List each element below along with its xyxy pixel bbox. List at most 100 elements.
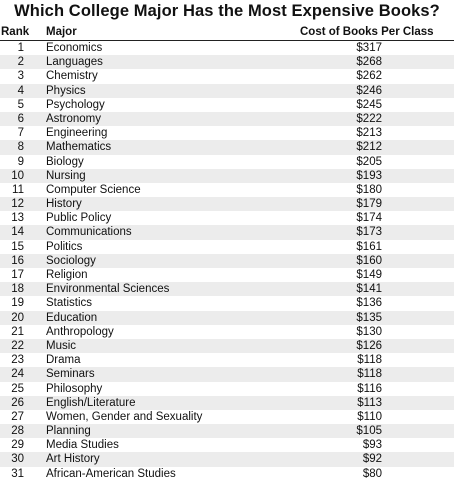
cost-cell: $92 [362,453,382,466]
major-cell: Environmental Sciences [46,283,170,296]
table-header: Rank Major Cost of Books Per Class [0,26,454,40]
rank-cell: 10 [11,169,24,182]
cost-cell: $118 [357,354,382,367]
major-cell: Politics [46,240,83,253]
rank-cell: 20 [11,311,24,324]
cost-cell: $193 [356,169,382,182]
rank-cell: 28 [11,425,24,438]
major-cell: Astronomy [46,112,101,125]
table-row: 12 History $179 [0,197,454,212]
cost-cell: $222 [356,112,382,125]
major-cell: Computer Science [46,183,141,196]
table-row: 7 Engineering $213 [0,126,454,140]
table-row: 15 Politics $161 [0,240,454,254]
rank-cell: 21 [11,325,24,338]
table-row: 28 Planning $105 [0,424,454,439]
rank-cell: 16 [11,254,24,267]
cost-cell: $93 [362,439,382,452]
major-cell: English/Literature [46,396,136,409]
table-row: 21 Anthropology $130 [0,325,454,339]
rank-cell: 2 [17,56,24,69]
table-row: 11 Computer Science $180 [0,183,454,197]
table-row: 8 Mathematics $212 [0,140,454,155]
table-row: 27 Women, Gender and Sexuality $110 [0,410,454,424]
major-cell: Art History [46,453,100,466]
rank-cell: 30 [11,453,24,466]
table-row: 23 Drama $118 [0,353,454,367]
cost-cell: $113 [357,396,382,409]
cost-cell: $161 [356,240,382,253]
cost-cell: $173 [356,226,382,239]
cost-cell: $80 [362,467,382,480]
table-row: 1 Economics $317 [0,41,454,55]
table-title: Which College Major Has the Most Expensi… [14,2,440,20]
cost-cell: $205 [356,155,382,168]
table-row: 6 Astronomy $222 [0,111,454,127]
major-cell: Philosophy [46,382,103,395]
major-cell: Psychology [46,98,105,111]
cost-cell: $126 [356,339,382,352]
cost-cell: $317 [356,42,382,54]
major-cell: Public Policy [46,212,112,225]
rank-cell: 8 [17,141,24,154]
major-cell: Communications [46,226,132,239]
major-cell: Religion [46,269,88,281]
table-row: 19 Statistics $136 [0,296,454,310]
rank-cell: 25 [11,382,24,395]
cost-cell: $135 [356,311,382,324]
cost-cell: $116 [357,382,382,395]
cost-cell: $136 [356,297,382,310]
major-cell: Mathematics [46,141,112,154]
cost-cell: $149 [356,269,382,281]
table-row: 31 African-American Studies $80 [0,467,454,481]
cost-cell: $246 [356,84,382,97]
table-body: 1 Economics $317 2 Languages $268 3 Chemistry $2… [0,41,454,481]
major-cell: Statistics [46,297,93,310]
table-row: 30 Art History $92 [0,452,454,467]
major-cell: Media Studies [46,439,119,452]
major-cell: Biology [46,155,84,168]
cost-cell: $160 [356,254,382,267]
cost-cell: $180 [356,183,382,196]
table-row: 5 Psychology $245 [0,98,454,112]
cost-cell: $245 [356,98,382,111]
header-cost: Cost of Books Per Class [300,26,434,38]
cost-cell: $130 [356,325,382,338]
major-cell: Physics [46,84,86,97]
rank-cell: 17 [11,269,24,281]
table-row: 24 Seminars $118 [0,367,454,382]
cost-cell: $118 [357,368,382,381]
rank-cell: 24 [11,368,24,381]
rank-cell: 19 [11,297,24,310]
rank-cell: 22 [11,339,24,352]
table-row: 2 Languages $268 [0,55,454,70]
table-row: 29 Media Studies $93 [0,438,454,452]
table-row: 9 Biology $205 [0,155,454,169]
rank-cell: 11 [12,183,24,196]
rank-cell: 23 [11,354,24,367]
table-row: 25 Philosophy $116 [0,382,454,396]
major-cell: Chemistry [46,70,98,83]
cost-cell: $105 [356,425,382,438]
rank-cell: 3 [17,70,24,83]
cost-cell: $268 [356,56,382,69]
major-cell: Seminars [46,368,95,381]
rank-cell: 15 [11,240,24,253]
rank-cell: 7 [17,127,24,140]
rank-cell: 13 [11,212,24,225]
major-cell: Education [46,311,98,324]
rank-cell: 26 [11,396,24,409]
table-row: 13 Public Policy $174 [0,211,454,225]
major-cell: Women, Gender and Sexuality [46,410,203,423]
table-row: 10 Nursing $193 [0,168,454,183]
major-cell: Planning [46,425,91,438]
header-divider [0,40,454,41]
rank-cell: 4 [17,84,24,97]
major-cell: Nursing [46,169,86,182]
table-row: 20 Education $135 [0,310,454,325]
table-row: 18 Environmental Sciences $141 [0,282,454,297]
rank-cell: 14 [11,226,24,239]
rank-cell: 1 [17,42,24,54]
rank-cell: 6 [17,112,24,125]
cost-cell: $110 [357,410,382,423]
